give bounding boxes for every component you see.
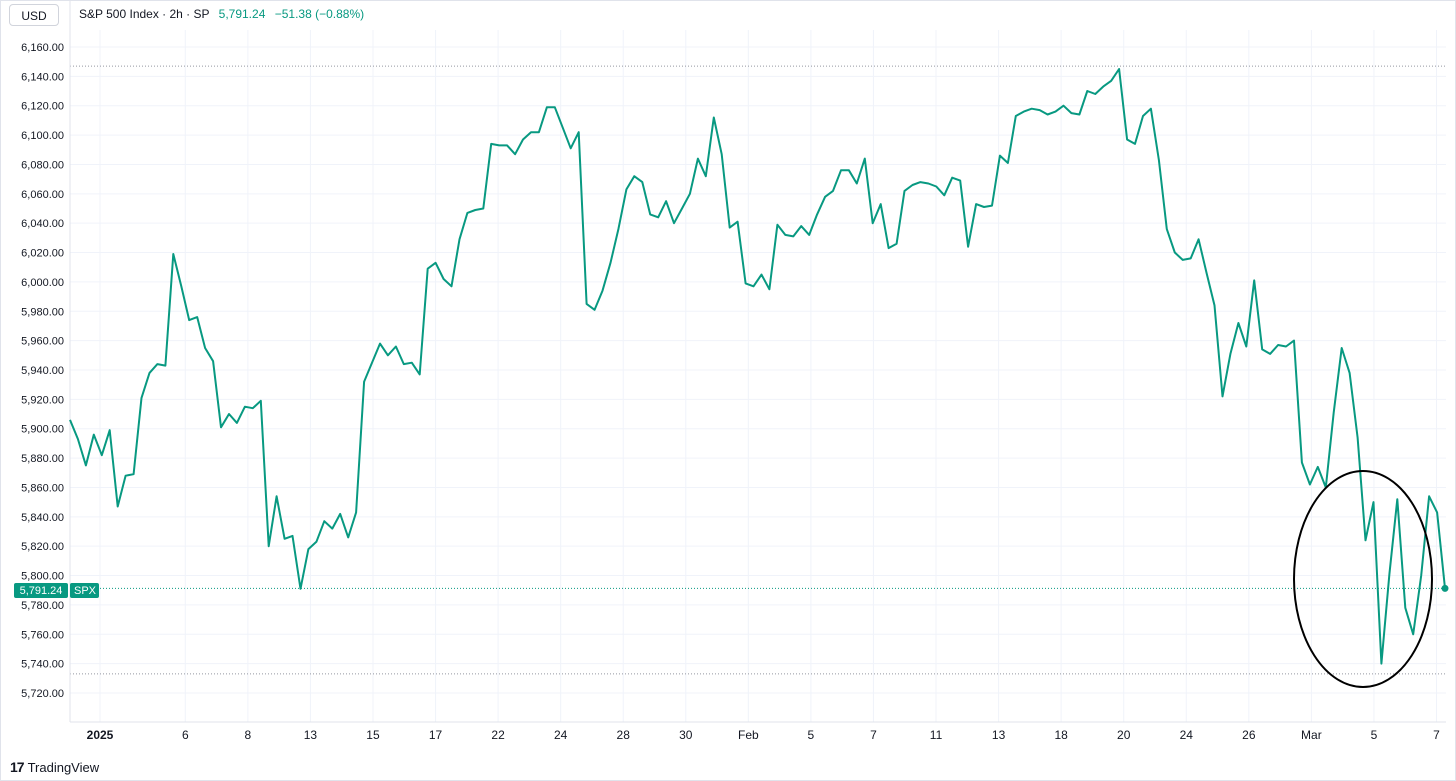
price-change: −51.38 (−0.88%) xyxy=(274,7,365,21)
tradingview-logo-icon: 17 xyxy=(10,759,25,775)
x-tick-label: 5 xyxy=(1371,728,1378,742)
y-tick-label: 5,980.00 xyxy=(21,306,64,318)
y-tick-label: 6,100.00 xyxy=(21,130,64,142)
y-tick-label: 5,960.00 xyxy=(21,336,64,348)
x-tick-label: 7 xyxy=(1433,728,1440,742)
brand-label: TradingView xyxy=(27,759,100,775)
y-tick-label: 5,840.00 xyxy=(21,512,64,524)
y-tick-label: 6,140.00 xyxy=(21,71,64,83)
y-tick-label: 5,820.00 xyxy=(21,541,64,553)
x-axis: 2025 6 8 13 15 17 22 24 28 30 Feb 5 7 11 13 18 20 24 26 Mar… xyxy=(69,0,1446,742)
series-legend: S&P 500 Index · 2h · SP 5,791.24 −51.38 … xyxy=(79,7,364,21)
y-tick-label: 5,860.00 xyxy=(21,482,64,494)
x-tick-label: 6 xyxy=(182,728,189,742)
y-tick-label: 5,780.00 xyxy=(21,600,64,612)
y-tick-label: 6,020.00 xyxy=(21,248,64,260)
x-tick-label: 15 xyxy=(366,728,380,742)
dotted-levels xyxy=(70,65,1446,675)
y-tick-label: 6,080.00 xyxy=(21,159,64,171)
x-tick-label: 2025 xyxy=(87,728,114,742)
grid-lines xyxy=(70,30,1446,722)
y-tick-label: 5,740.00 xyxy=(21,659,64,671)
y-tick-label: 6,000.00 xyxy=(21,277,64,289)
x-tick-label: 13 xyxy=(304,728,318,742)
x-tick-label: 26 xyxy=(1242,728,1256,742)
tradingview-logo[interactable]: 17 TradingView xyxy=(10,759,99,775)
x-tick-label: 5 xyxy=(808,728,815,742)
y-tick-label: 5,940.00 xyxy=(21,365,64,377)
x-tick-label: 30 xyxy=(679,728,693,742)
y-tick-label: 5,760.00 xyxy=(21,629,64,641)
price-tag-ticker: SPX xyxy=(74,585,97,597)
last-value: 5,791.24 xyxy=(218,7,266,21)
x-tick-label: 20 xyxy=(1117,728,1131,742)
y-tick-label: 5,900.00 xyxy=(21,424,64,436)
price-tag-value: 5,791.24 xyxy=(20,585,63,597)
y-axis: 5,720.00 5,740.00 5,760.00 5,780.00 5,800.00… xyxy=(21,42,64,700)
x-tick-label: 8 xyxy=(245,728,252,742)
y-tick-label: 6,040.00 xyxy=(21,218,64,230)
x-tick-label: 24 xyxy=(1180,728,1194,742)
y-tick-label: 5,720.00 xyxy=(21,688,64,700)
x-tick-label: Feb xyxy=(738,728,759,742)
currency-button[interactable]: USD xyxy=(9,4,59,26)
price-line xyxy=(69,68,1446,665)
last-point-dot xyxy=(1441,584,1449,592)
y-tick-label: 6,160.00 xyxy=(21,42,64,54)
y-tick-label: 5,920.00 xyxy=(21,394,64,406)
x-tick-label: 28 xyxy=(617,728,631,742)
x-tick-label: 7 xyxy=(870,728,877,742)
x-tick-label: 13 xyxy=(992,728,1006,742)
y-tick-label: 5,880.00 xyxy=(21,453,64,465)
highlight-ellipse xyxy=(1293,470,1433,688)
price-tag: 5,791.24 SPX xyxy=(14,583,99,598)
symbol-text: S&P 500 Index · 2h · SP xyxy=(79,7,210,21)
x-tick-label: 11 xyxy=(930,728,943,742)
y-tick-label: 5,800.00 xyxy=(21,571,64,583)
y-tick-label: 6,060.00 xyxy=(21,189,64,201)
x-tick-label: 22 xyxy=(491,728,505,742)
x-tick-label: 24 xyxy=(554,728,568,742)
x-tick-label: 17 xyxy=(429,728,443,742)
x-tick-label: 18 xyxy=(1054,728,1068,742)
y-tick-label: 6,120.00 xyxy=(21,101,64,113)
x-tick-label: Mar xyxy=(1301,728,1322,742)
